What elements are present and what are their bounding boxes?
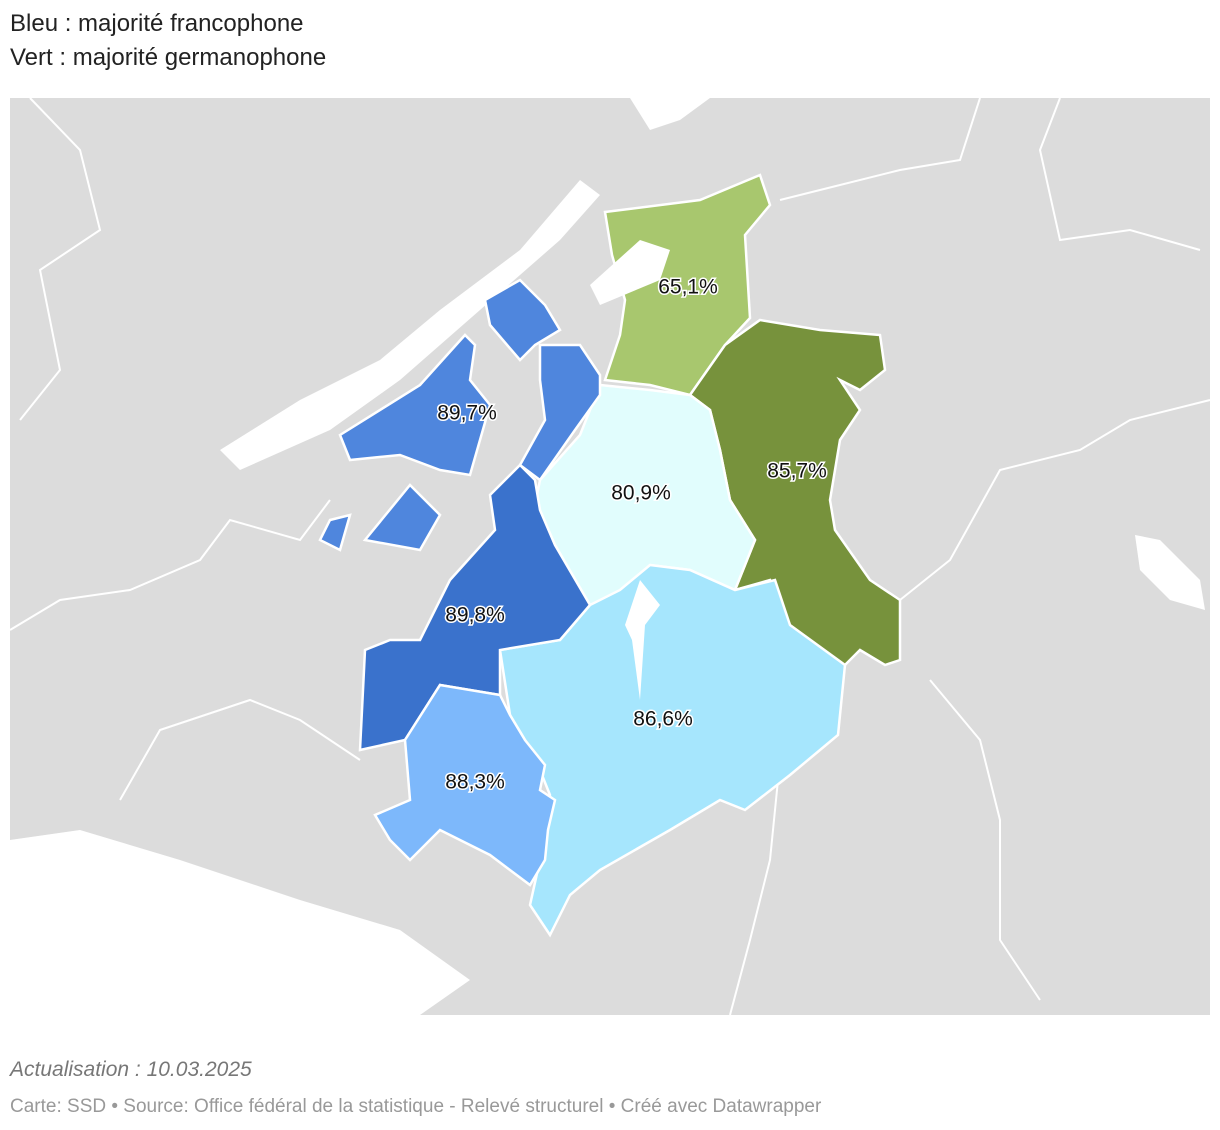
region-label: 85,7% — [767, 460, 827, 483]
regions: 65,1% 85,7% 80,9% 86,6% 89,8% 88,3% 89,7% — [318, 173, 902, 938]
region — [498, 563, 847, 938]
lake — [1135, 535, 1205, 610]
update-date: Actualisation : 10.03.2025 — [10, 1058, 252, 1081]
region — [318, 513, 352, 552]
region — [518, 343, 602, 482]
lake — [630, 98, 710, 130]
region-label: 89,7% — [437, 402, 497, 425]
source: Carte: SSD • Source: Office fédéral de l… — [10, 1096, 822, 1117]
region — [362, 483, 442, 552]
region — [338, 333, 492, 477]
region-label: 89,8% — [445, 604, 505, 627]
region-label: 86,6% — [633, 708, 693, 731]
legend-line: Bleu : majorité francophone — [10, 10, 304, 37]
lake — [625, 580, 660, 700]
lake — [220, 180, 600, 470]
legend-line: Vert : majorité germanophone — [10, 44, 327, 71]
region-label: 65,1% — [658, 276, 718, 299]
region — [373, 683, 557, 887]
lake — [590, 240, 670, 305]
region-label: 88,3% — [445, 771, 505, 794]
region-label: 80,9% — [611, 482, 671, 505]
lake — [10, 830, 470, 1015]
region — [483, 278, 562, 362]
